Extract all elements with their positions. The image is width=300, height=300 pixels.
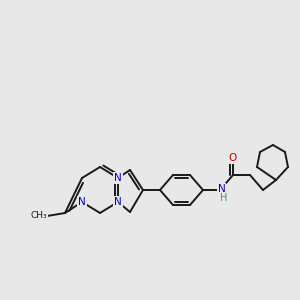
Text: H: H <box>220 194 227 203</box>
Text: CH₃: CH₃ <box>30 212 47 220</box>
Text: N: N <box>78 197 86 207</box>
Text: N: N <box>114 173 122 183</box>
Text: N: N <box>218 184 225 194</box>
Text: N: N <box>114 197 122 207</box>
Text: O: O <box>229 153 237 163</box>
